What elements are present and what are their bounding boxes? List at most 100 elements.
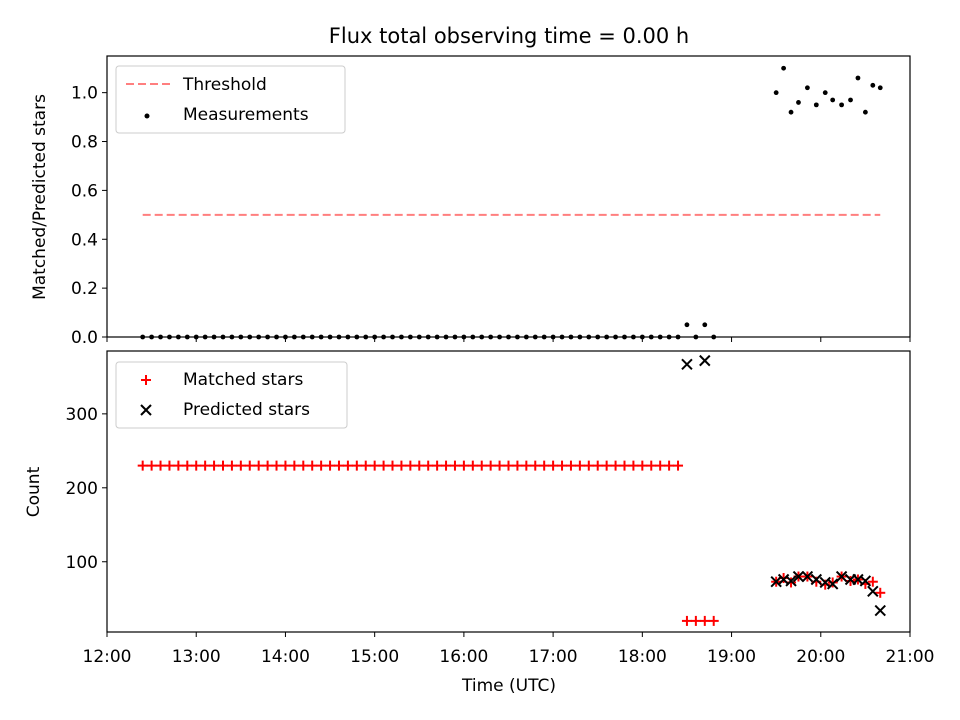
measurement-point: [855, 75, 861, 81]
predicted-star-point: [770, 576, 782, 588]
bottom-y-tick-label: 300: [66, 405, 98, 425]
matched-star-point: [827, 577, 838, 588]
matched-star-point: [155, 460, 166, 471]
matched-star-point: [521, 460, 532, 471]
top-y-ticks: 0.0 0.2 0.4 0.6 0.8 1.0: [71, 84, 107, 348]
top-y-tick-label: 0.6: [71, 181, 98, 201]
matched-star-point: [414, 460, 425, 471]
x-axis-label: Time (UTC): [461, 676, 556, 696]
matched-star-point: [289, 460, 300, 471]
bottom-x-tick-label: 16:00: [439, 647, 488, 667]
top-y-axis-label: Matched/Predicted stars: [30, 94, 50, 300]
predicted-star-stroke-b: [874, 604, 886, 617]
measurement-point: [870, 82, 876, 88]
matched-star-point: [235, 460, 246, 471]
matched-star-point: [253, 460, 264, 471]
matched-star-point: [146, 460, 157, 471]
matched-star-point: [681, 615, 692, 626]
matched-star-point: [512, 460, 523, 471]
bottom-y-tick-label: 100: [66, 553, 98, 573]
measurement-point: [877, 85, 883, 91]
matched-star-point: [476, 460, 487, 471]
bottom-x-tick-label: 21:00: [886, 647, 935, 667]
top-legend: Threshold Measurements: [115, 65, 346, 134]
matched-star-point: [530, 460, 541, 471]
measurement-point: [773, 90, 779, 96]
predicted-star-point: [681, 358, 693, 371]
matched-star-points: [137, 460, 886, 626]
matched-star-point: [226, 460, 237, 471]
matched-star-point: [628, 460, 639, 471]
matched-star-point: [182, 460, 193, 471]
matched-legend-swatch: [141, 375, 151, 385]
predicted-star-point: [874, 604, 886, 617]
predicted-star-stroke-b: [867, 585, 879, 598]
bottom-x-ticks: 12:00 13:00 14:00 15:00 16:00 17:00 18:00 19:00…: [83, 632, 935, 667]
bottom-x-tick-label: 13:00: [172, 647, 221, 667]
matched-star-point: [378, 460, 389, 471]
bottom-x-tick-label: 20:00: [796, 647, 845, 667]
top-y-tick-label: 0.4: [71, 230, 98, 250]
bottom-x-tick-label: 19:00: [707, 647, 756, 667]
matched-star-point: [610, 460, 621, 471]
bottom-panel: 100 200 300 12:00 13:00 14:00 15:00 16:00 17:00…: [24, 350, 935, 696]
matched-star-point: [867, 576, 878, 587]
predicted-star-stroke-b: [826, 578, 839, 590]
matched-star-point: [539, 460, 550, 471]
matched-star-point: [467, 460, 478, 471]
predicted-star-points: [681, 354, 886, 617]
matched-star-point: [690, 615, 701, 626]
matched-star-point: [342, 460, 353, 471]
predicted-star-point: [859, 575, 872, 587]
matched-star-point: [494, 460, 505, 471]
chart-title: Flux total observing time = 0.00 h: [329, 24, 689, 48]
matched-star-point: [646, 460, 657, 471]
matched-star-point: [369, 460, 380, 471]
predicted-star-stroke-b: [785, 575, 797, 587]
matched-star-point: [441, 460, 452, 471]
measurement-point: [804, 85, 810, 91]
matched-star-point: [503, 460, 514, 471]
matched-star-point: [307, 460, 318, 471]
measurements-legend-swatch: [144, 113, 150, 119]
bottom-y-ticks: 100 200 300: [66, 405, 107, 573]
measurement-point: [839, 102, 844, 108]
matched-star-point: [592, 460, 603, 471]
measurement-point: [830, 97, 836, 103]
top-y-tick-label: 0.0: [71, 328, 98, 348]
matched-star-point: [217, 460, 228, 471]
matched-star-point: [449, 460, 460, 471]
matched-star-point: [200, 460, 211, 471]
matched-star-point: [280, 460, 291, 471]
top-y-tick-label: 0.8: [71, 133, 98, 153]
predicted-star-point: [699, 354, 711, 367]
matched-star-point: [164, 460, 175, 471]
matched-star-point: [485, 460, 496, 471]
matched-star-point: [548, 460, 559, 471]
predicted-legend-swatch: [140, 404, 152, 416]
bottom-y-tick-label: 200: [66, 479, 98, 499]
measurement-point: [862, 109, 868, 115]
top-y-tick-label: 0.2: [71, 279, 98, 299]
measurement-point: [848, 97, 853, 103]
matched-star-point: [699, 615, 710, 626]
matched-star-point: [637, 460, 648, 471]
bottom-x-tick-label: 12:00: [83, 647, 132, 667]
matched-star-point: [583, 460, 594, 471]
matched-star-point: [458, 460, 469, 471]
matched-star-point: [333, 460, 344, 471]
predicted-star-stroke-b: [801, 570, 814, 583]
predicted-star-point: [826, 578, 839, 590]
top-panel: 0.0 0.2 0.4 0.6 0.8 1.0 Matched/Predicted sta…: [30, 55, 911, 348]
predicted-star-stroke-b: [835, 570, 848, 583]
matched-star-point: [387, 460, 398, 471]
matched-star-point: [875, 587, 886, 598]
matched-star-point: [244, 460, 255, 471]
matched-star-point: [423, 460, 434, 471]
predicted-star-point: [801, 570, 814, 583]
bottom-x-tick-label: 14:00: [261, 647, 310, 667]
predicted-legend-label: Predicted stars: [183, 400, 310, 420]
matched-star-point: [360, 460, 371, 471]
bottom-y-axis-label: Count: [24, 466, 44, 517]
matched-star-point: [316, 460, 327, 471]
